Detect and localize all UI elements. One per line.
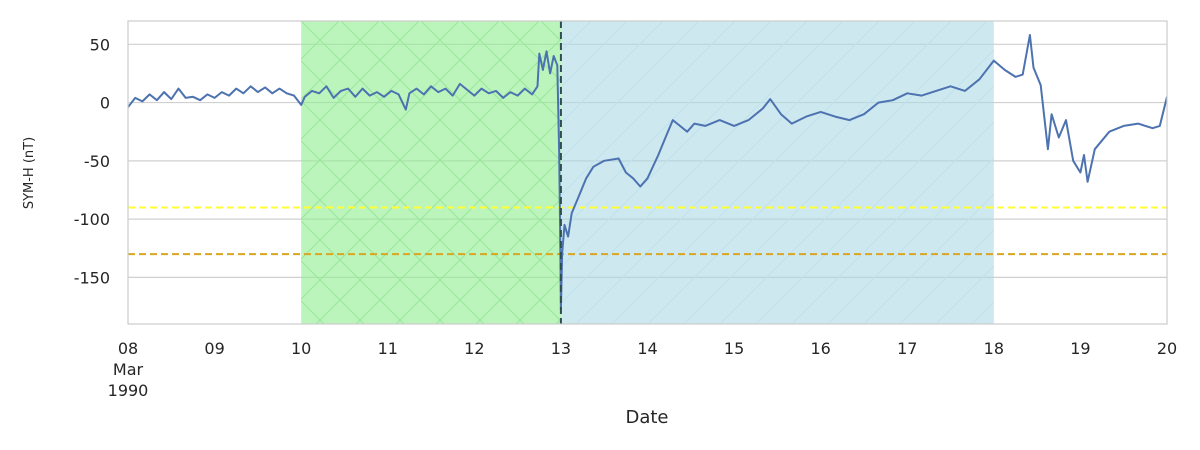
x-tick-label: 08	[118, 339, 138, 358]
y-tick-label: 0	[100, 94, 110, 113]
x-tick-label: 19	[1070, 339, 1090, 358]
x-tick-label: 16	[810, 339, 830, 358]
series-line	[128, 34, 1167, 311]
shaded-regions	[301, 21, 994, 324]
shaded-region-hatch-2	[560, 21, 994, 324]
y-tick-label: 50	[90, 35, 110, 54]
shaded-region-hatch-1	[301, 21, 561, 324]
x-tick-labels: 08 Mar 1990 09 10 11 12 13 14 15 16 17 18 19 20	[108, 339, 1178, 400]
y-tick-labels: 50 0 -50 -100 -150	[74, 35, 110, 287]
x-tick-label: 15	[724, 339, 744, 358]
x-tick-label: Mar	[113, 360, 144, 379]
y-axis-label: SYM-H (nT)	[22, 137, 37, 209]
x-tick-label: 18	[984, 339, 1004, 358]
x-tick-label: 20	[1157, 339, 1177, 358]
x-tick-label: 10	[291, 339, 311, 358]
x-tick-label: 13	[551, 339, 571, 358]
x-tick-label: 12	[464, 339, 484, 358]
x-tick-label: 14	[637, 339, 657, 358]
y-tick-label: -50	[84, 152, 110, 171]
x-tick-label: 09	[204, 339, 224, 358]
plot-frame	[127, 20, 1168, 325]
threshold-lines	[128, 206, 1167, 256]
x-tick-label: 17	[897, 339, 917, 358]
x-axis-label: Date	[625, 407, 668, 428]
x-tick-label: 11	[378, 339, 398, 358]
y-tick-label: -100	[74, 210, 110, 229]
y-tick-label: -150	[74, 268, 110, 287]
x-tick-label: 1990	[108, 381, 149, 400]
series-layer	[128, 34, 1167, 311]
